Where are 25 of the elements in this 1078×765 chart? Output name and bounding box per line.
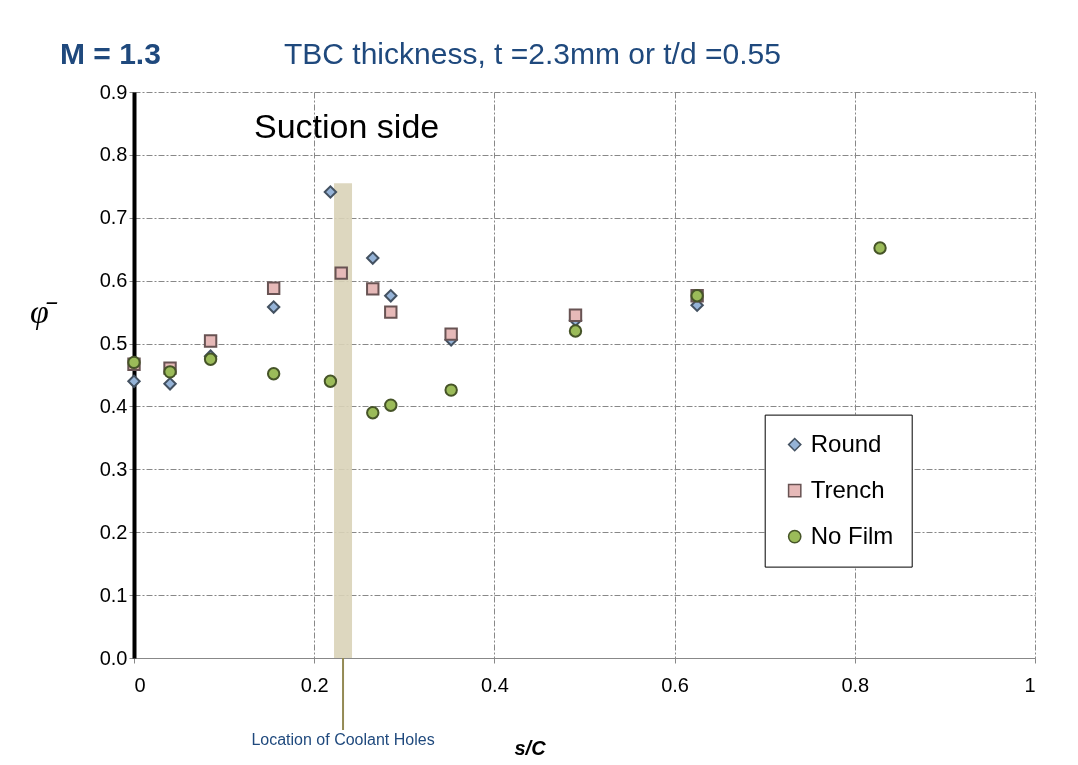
x-tick-label: 1	[1024, 673, 1036, 696]
legend-label: Round	[810, 429, 882, 457]
y-tick-label: 0.8	[99, 143, 128, 166]
x-tick-label: 0.4	[480, 673, 509, 696]
y-tick-label: 0.5	[99, 332, 128, 355]
y-tick-label: 0.7	[99, 206, 128, 229]
annotation: Suction side	[254, 107, 440, 145]
y-axis-title: φ̄	[30, 293, 58, 331]
chart-subtitle: TBC thickness, t =2.3mm or t/d =0.55	[284, 37, 781, 70]
y-tick-label: 0.9	[99, 80, 128, 103]
y-tick-label: 0.3	[99, 457, 128, 480]
y-tick-label: 0.2	[99, 520, 128, 543]
y-tick-label: 0.4	[99, 394, 128, 417]
legend-label: No Film	[810, 521, 894, 549]
x-axis-title: s/C	[514, 736, 547, 759]
y-tick-label: 0.1	[99, 583, 128, 606]
x-tick-label: 0.6	[661, 673, 690, 696]
band-label: Location of Coolant Holes	[251, 731, 435, 748]
x-tick-label: 0.8	[841, 673, 870, 696]
x-tick-label: 0.2	[300, 673, 329, 696]
chart-title: M = 1.3	[60, 37, 161, 70]
y-tick-label: 0.6	[99, 269, 128, 292]
x-tick-label: 0	[134, 673, 146, 696]
y-tick-label: 0.0	[99, 646, 128, 669]
legend-label: Trench	[810, 475, 885, 503]
